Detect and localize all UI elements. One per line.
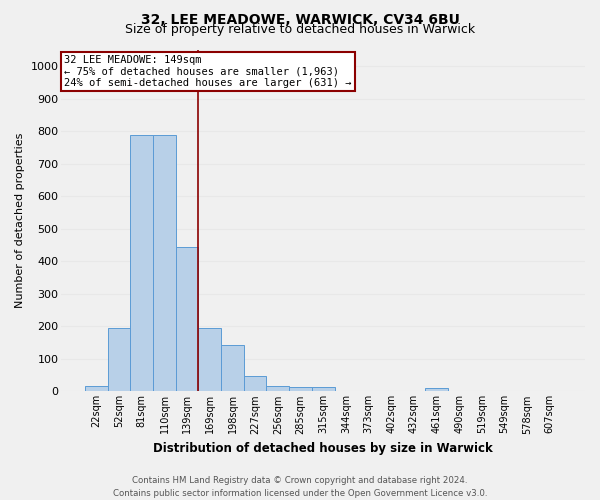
Text: Size of property relative to detached houses in Warwick: Size of property relative to detached ho… bbox=[125, 22, 475, 36]
Text: Contains HM Land Registry data © Crown copyright and database right 2024.
Contai: Contains HM Land Registry data © Crown c… bbox=[113, 476, 487, 498]
Bar bbox=[130, 134, 153, 392]
Bar bbox=[425, 388, 448, 392]
Bar bbox=[199, 328, 221, 392]
Bar bbox=[289, 388, 312, 392]
Bar bbox=[266, 386, 289, 392]
Bar bbox=[312, 388, 335, 392]
Text: 32, LEE MEADOWE, WARWICK, CV34 6BU: 32, LEE MEADOWE, WARWICK, CV34 6BU bbox=[140, 12, 460, 26]
Y-axis label: Number of detached properties: Number of detached properties bbox=[15, 133, 25, 308]
Bar bbox=[108, 328, 130, 392]
Text: 32 LEE MEADOWE: 149sqm
← 75% of detached houses are smaller (1,963)
24% of semi-: 32 LEE MEADOWE: 149sqm ← 75% of detached… bbox=[64, 55, 352, 88]
Bar bbox=[221, 345, 244, 392]
Bar bbox=[244, 376, 266, 392]
Bar bbox=[176, 248, 199, 392]
Bar bbox=[153, 134, 176, 392]
X-axis label: Distribution of detached houses by size in Warwick: Distribution of detached houses by size … bbox=[153, 442, 493, 455]
Bar bbox=[85, 386, 108, 392]
